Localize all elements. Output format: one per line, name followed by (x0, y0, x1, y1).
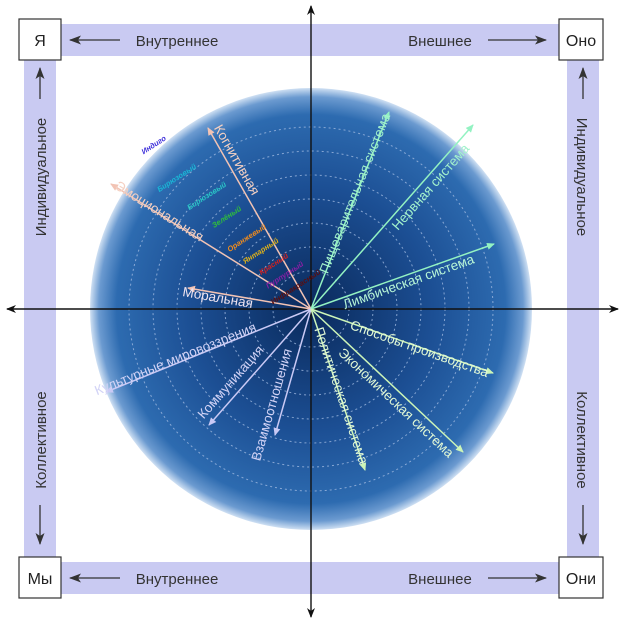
line-communication (208, 308, 312, 426)
line-nervous (310, 124, 474, 310)
corner-label-it: Оно (566, 33, 596, 50)
corner-label-i: Я (34, 33, 46, 50)
band-label-right-individual: Индивидуальное (573, 118, 590, 237)
line-economic (310, 308, 464, 453)
band-label-top-outer: Внешнее (408, 33, 472, 50)
corner-label-we: Мы (28, 571, 53, 588)
band-label-bottom-inner: Внутреннее (136, 571, 219, 588)
corner-box (18, 18, 62, 61)
line-digestive (310, 111, 390, 310)
band-label-right-collective: Коллективное (573, 391, 590, 489)
bottom-band (59, 562, 559, 594)
top-band (59, 24, 559, 56)
corner-they: Они (558, 556, 604, 599)
corner-boxes: Я Оно Мы Они (18, 18, 604, 599)
line-production (310, 308, 494, 374)
band-label-left-collective: Коллективное (33, 391, 50, 489)
band-labels: Внутреннее Внешнее Внутреннее Внешнее Ин… (33, 33, 590, 588)
band-label-bottom-outer: Внешнее (408, 571, 472, 588)
corner-we: Мы (18, 556, 62, 599)
corner-it: Оно (558, 18, 604, 61)
quadrant-lines (105, 111, 495, 471)
band-arrows (35, 35, 588, 583)
axes (6, 5, 619, 618)
band-label-left-individual: Индивидуальное (33, 118, 50, 237)
band-label-top-inner: Внутреннее (136, 33, 219, 50)
corner-i: Я (18, 18, 62, 61)
line-limbic (310, 243, 495, 310)
line-moral (187, 285, 312, 310)
line-emotional (110, 183, 312, 310)
corner-label-they: Они (566, 571, 596, 588)
line-relationships (273, 308, 312, 436)
line-cognitive (207, 127, 312, 310)
line-political (310, 308, 367, 471)
corner-box (18, 556, 62, 599)
corner-box (558, 18, 604, 61)
line-cultural (105, 308, 312, 393)
corner-box (558, 556, 604, 599)
